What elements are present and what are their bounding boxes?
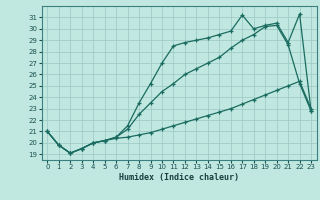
X-axis label: Humidex (Indice chaleur): Humidex (Indice chaleur): [119, 173, 239, 182]
